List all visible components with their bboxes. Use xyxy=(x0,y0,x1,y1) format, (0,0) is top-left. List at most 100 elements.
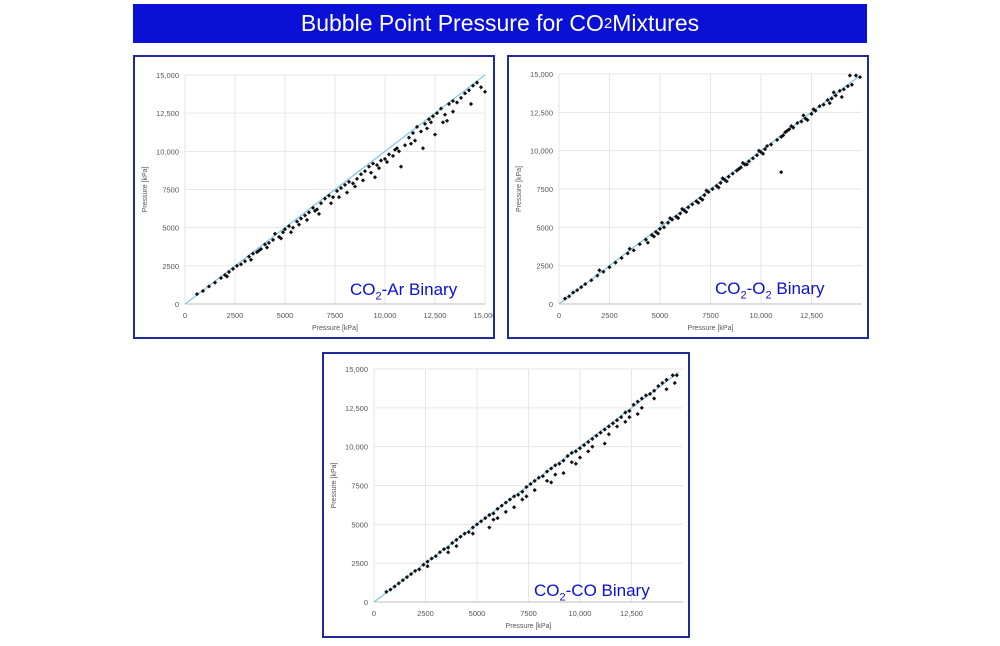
data-point xyxy=(454,100,460,105)
data-point xyxy=(813,108,818,113)
data-point xyxy=(544,478,550,483)
data-point xyxy=(450,98,456,104)
data-point xyxy=(346,179,352,184)
data-point xyxy=(288,230,294,235)
data-point xyxy=(657,226,663,231)
data-point xyxy=(730,171,735,176)
data-point xyxy=(520,497,525,502)
data-point xyxy=(569,450,574,455)
data-point xyxy=(442,112,448,117)
data-point xyxy=(520,489,525,494)
data-point xyxy=(386,152,392,157)
chart-label-co2-co: CO2-CO Binary xyxy=(534,581,650,603)
data-point xyxy=(479,519,484,524)
y-tick-label: 7500 xyxy=(536,185,553,194)
x-tick-label: 12,500 xyxy=(424,311,447,320)
data-point xyxy=(230,266,236,271)
chart-panel-co2-o2: 0 2500 5000 7500 10,000 12,500 0 2500 5000 7500 10… xyxy=(507,55,869,339)
data-point xyxy=(446,545,451,550)
data-point xyxy=(516,492,521,497)
data-point xyxy=(282,227,288,232)
data-point xyxy=(408,141,414,146)
data-point xyxy=(478,85,484,90)
data-point xyxy=(557,461,562,466)
data-point xyxy=(404,575,410,580)
data-point xyxy=(310,205,316,210)
data-point xyxy=(524,494,529,499)
data-point xyxy=(779,134,784,139)
data-point xyxy=(639,396,644,401)
label-prefix: CO xyxy=(534,581,560,600)
data-point xyxy=(468,101,474,107)
data-point xyxy=(764,143,770,149)
x-tick-label: 12,500 xyxy=(800,311,823,320)
label-suffix: Binary xyxy=(771,279,825,298)
y-tick-label: 0 xyxy=(549,300,553,309)
data-point xyxy=(762,147,768,152)
data-point xyxy=(264,245,270,250)
data-point xyxy=(418,129,424,134)
data-point xyxy=(424,126,430,131)
data-point xyxy=(266,240,272,246)
data-point xyxy=(652,396,657,401)
y-tick-label: 0 xyxy=(364,598,368,607)
x-tick-label: 2500 xyxy=(601,311,618,320)
data-point xyxy=(606,432,611,437)
chart-label-co2-o2: CO2-O2 Binary xyxy=(715,279,825,301)
banner-title-subscript: 2 xyxy=(603,15,613,32)
y-tick-label: 5000 xyxy=(351,520,368,529)
data-point xyxy=(598,430,603,435)
data-point xyxy=(194,291,200,297)
data-point xyxy=(384,159,390,165)
data-point xyxy=(586,449,591,454)
data-point xyxy=(336,195,342,200)
label-suffix: -CO Binary xyxy=(565,581,650,600)
y-tick-label: 10,000 xyxy=(530,147,553,156)
data-point xyxy=(536,475,541,480)
data-point xyxy=(635,411,640,417)
data-point xyxy=(579,285,584,290)
data-point xyxy=(470,531,475,536)
data-point xyxy=(726,174,731,179)
data-point xyxy=(787,127,792,132)
data-point xyxy=(540,474,546,479)
data-point xyxy=(483,516,488,521)
data-point xyxy=(590,444,595,449)
x-axis-label: Pressure [kPa] xyxy=(312,325,358,332)
x-tick-label: 7500 xyxy=(520,609,537,618)
data-point xyxy=(524,484,529,490)
y-tick-label: 0 xyxy=(175,300,179,309)
data-point xyxy=(805,117,810,123)
data-point xyxy=(833,93,838,98)
data-point xyxy=(372,175,378,180)
data-point xyxy=(444,118,450,123)
data-point xyxy=(406,135,412,140)
y-tick-label: 2500 xyxy=(536,262,553,271)
data-point xyxy=(466,88,472,93)
data-point xyxy=(290,225,296,230)
data-point xyxy=(258,246,264,252)
data-point xyxy=(809,111,814,116)
data-point xyxy=(613,260,618,265)
data-point xyxy=(553,472,558,477)
data-point xyxy=(694,199,699,204)
data-point xyxy=(775,137,780,143)
data-point xyxy=(218,275,224,281)
data-point xyxy=(845,84,850,89)
chart-banner-title: Bubble Point Pressure for CO 2 Mixtures xyxy=(133,4,867,43)
data-point xyxy=(601,269,606,274)
data-point xyxy=(382,156,388,162)
data-point xyxy=(270,237,276,242)
data-point xyxy=(487,525,492,530)
data-point xyxy=(410,130,416,136)
x-tick-label: 10,000 xyxy=(374,311,397,320)
data-point xyxy=(664,377,669,382)
y-axis-label: Pressure [kPa] xyxy=(142,166,149,212)
y-tick-label: 10,000 xyxy=(345,443,368,452)
data-point xyxy=(569,460,574,465)
data-point xyxy=(362,169,368,174)
data-point xyxy=(212,280,218,285)
data-point xyxy=(528,481,533,487)
banner-title-suffix: Mixtures xyxy=(612,10,700,36)
data-point xyxy=(495,516,500,521)
